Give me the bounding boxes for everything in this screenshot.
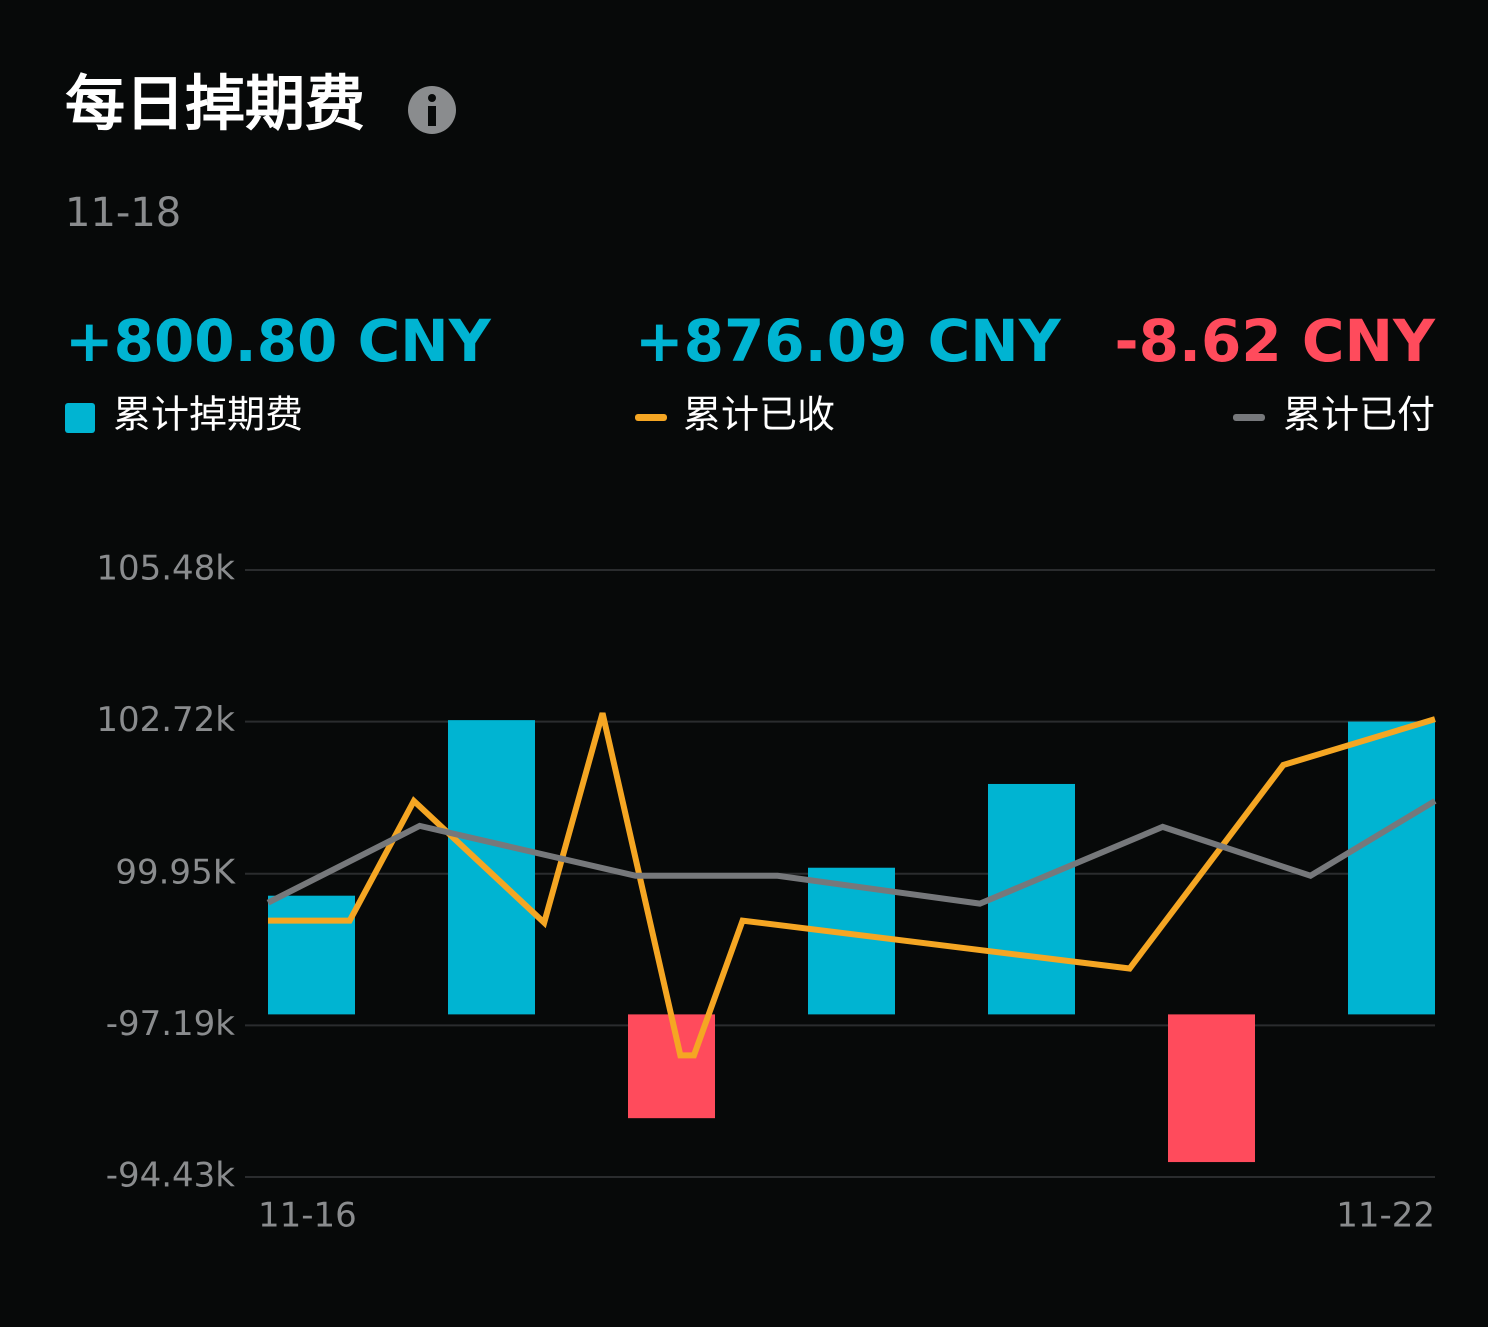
bar <box>1168 1014 1255 1163</box>
y-tick-label: 102.72k <box>96 700 235 740</box>
y-tick-label: -94.43k <box>106 1156 236 1196</box>
y-tick-label: -97.19k <box>106 1004 236 1044</box>
line <box>266 798 1437 907</box>
chart-title: 每日掉期费 <box>65 70 365 140</box>
date-label: 11-18 <box>65 190 181 236</box>
x-tick-label: 11-16 <box>258 1196 357 1236</box>
summary-value: +800.80 CNY <box>65 307 492 375</box>
summary-value: +876.09 CNY <box>635 307 1062 375</box>
legend-label: 累计掉期费 <box>113 393 303 437</box>
summary-value: -8.62 CNY <box>1115 307 1436 375</box>
legend-marker <box>1232 414 1265 421</box>
bar <box>448 720 535 1015</box>
x-tick-label: 11-22 <box>1336 1196 1435 1236</box>
info-icon[interactable] <box>408 86 456 134</box>
legend-marker <box>65 403 95 433</box>
bar <box>988 783 1075 1015</box>
y-tick-label: 99.95K <box>115 852 236 892</box>
legend-marker <box>635 414 667 421</box>
legend-label: 累计已收 <box>683 393 835 437</box>
bar <box>1348 721 1435 1015</box>
y-tick-label: 105.48k <box>96 549 235 589</box>
legend-label: 累计已付 <box>1283 393 1435 437</box>
bar <box>268 895 355 1015</box>
